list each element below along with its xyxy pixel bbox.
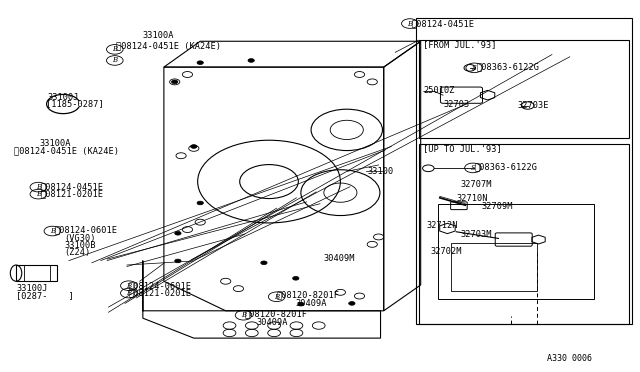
Circle shape xyxy=(292,276,299,280)
Circle shape xyxy=(191,145,197,148)
Text: 30409A: 30409A xyxy=(256,318,288,327)
Circle shape xyxy=(248,59,254,62)
Text: 33100A: 33100A xyxy=(40,140,71,148)
Bar xyxy=(451,243,537,291)
Text: Ⓑ08124-0451E: Ⓑ08124-0451E xyxy=(41,183,104,192)
Circle shape xyxy=(197,201,204,205)
Text: B: B xyxy=(241,311,246,319)
Text: B: B xyxy=(50,227,55,235)
Circle shape xyxy=(172,80,178,84)
Text: B: B xyxy=(126,289,131,297)
Bar xyxy=(415,18,632,324)
Text: 30409A: 30409A xyxy=(296,299,327,308)
Text: Ⓑ08120-8201F: Ⓑ08120-8201F xyxy=(276,291,340,300)
Text: [0287-    ]: [0287- ] xyxy=(16,292,74,301)
Text: 32712N: 32712N xyxy=(426,221,458,230)
Text: (Z24): (Z24) xyxy=(65,248,91,257)
Text: B: B xyxy=(112,57,117,64)
Text: Ⓑ08124-0451E (KA24E): Ⓑ08124-0451E (KA24E) xyxy=(116,41,221,50)
Text: 33100A: 33100A xyxy=(143,31,174,40)
Text: B: B xyxy=(407,20,412,28)
Text: 33100B: 33100B xyxy=(65,241,96,250)
Bar xyxy=(419,40,629,138)
Text: (VG30): (VG30) xyxy=(65,234,96,243)
Text: Ⓑ08124-0451E (KA24E): Ⓑ08124-0451E (KA24E) xyxy=(14,147,119,156)
Text: B: B xyxy=(36,183,41,191)
Text: Ⓑ08124-0451E: Ⓑ08124-0451E xyxy=(411,19,474,28)
Text: 32703M: 32703M xyxy=(460,230,492,239)
Text: 33100J: 33100J xyxy=(47,93,79,102)
Text: Ⓑ08124-0601E: Ⓑ08124-0601E xyxy=(129,281,192,290)
Circle shape xyxy=(175,259,181,263)
Text: Ⓑ08121-0201E: Ⓑ08121-0201E xyxy=(129,289,192,298)
Text: S: S xyxy=(472,64,477,72)
Text: 33100: 33100 xyxy=(368,167,394,176)
Bar xyxy=(438,205,594,299)
Text: B: B xyxy=(36,190,41,198)
Text: Ⓝ08363-6122G: Ⓝ08363-6122G xyxy=(476,62,539,72)
Text: 32702M: 32702M xyxy=(430,247,461,256)
Circle shape xyxy=(349,302,355,305)
Text: Ⓑ08124-0601E: Ⓑ08124-0601E xyxy=(55,225,118,234)
Text: A330 0006: A330 0006 xyxy=(547,354,592,363)
Bar xyxy=(16,265,57,281)
Circle shape xyxy=(175,231,181,235)
Text: 32703E: 32703E xyxy=(518,102,549,110)
Text: 25010Z: 25010Z xyxy=(423,86,455,95)
Text: B: B xyxy=(112,45,117,54)
Text: B: B xyxy=(126,282,131,290)
Text: [1185-0287]: [1185-0287] xyxy=(46,100,104,109)
Text: Ⓑ08121-0201E: Ⓑ08121-0201E xyxy=(41,190,104,199)
Text: Ⓑ08120-8201F: Ⓑ08120-8201F xyxy=(245,309,308,318)
Text: 32703: 32703 xyxy=(444,100,470,109)
Text: 32710N: 32710N xyxy=(456,195,488,203)
Text: 33100J: 33100J xyxy=(16,284,47,293)
Circle shape xyxy=(260,261,267,264)
Text: 30409M: 30409M xyxy=(323,254,355,263)
Text: B: B xyxy=(274,293,279,301)
Text: 32709M: 32709M xyxy=(482,202,513,211)
Text: [FROM JUL.'93]: [FROM JUL.'93] xyxy=(423,41,497,49)
Circle shape xyxy=(197,61,204,64)
Text: S: S xyxy=(470,164,476,172)
Text: [UP TO JUL.'93]: [UP TO JUL.'93] xyxy=(422,144,501,153)
Bar xyxy=(419,144,629,324)
Text: 32707M: 32707M xyxy=(460,180,492,189)
Circle shape xyxy=(298,302,304,306)
Text: Ⓝ08363-6122G: Ⓝ08363-6122G xyxy=(474,163,537,171)
